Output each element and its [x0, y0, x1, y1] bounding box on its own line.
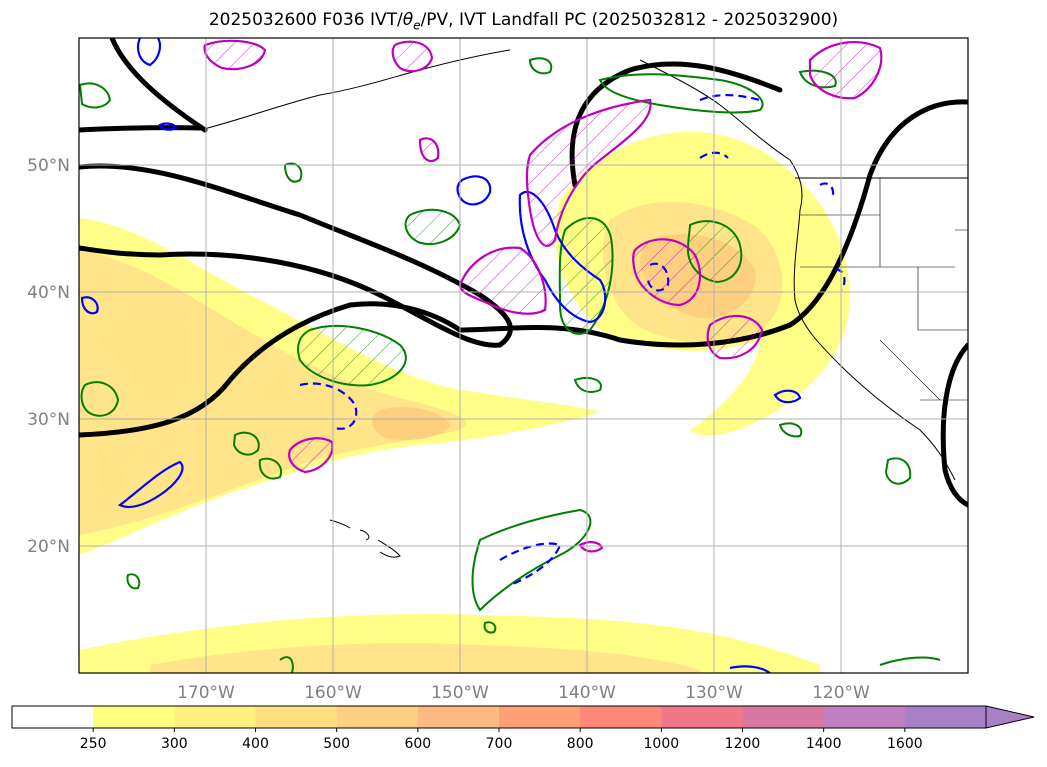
- colorbar-swatch: [499, 706, 581, 728]
- ivt-southern-band-mid: [150, 643, 700, 673]
- lon-label-140w: 140°W: [558, 683, 616, 703]
- pv-contour-south-bottom: [729, 665, 771, 673]
- title-theta: θ: [402, 10, 414, 30]
- colorbar-label: 300: [161, 736, 188, 752]
- jet-contour-southeast: [940, 342, 968, 508]
- landfall-contour-small-2: [578, 541, 604, 553]
- theta-contour-subtropical-b: [258, 457, 283, 480]
- lon-label-120w: 120°W: [812, 683, 870, 703]
- jet-contour-main: [79, 163, 513, 348]
- pv-contour-dashed-south: [499, 542, 562, 587]
- landfall-contour-subtropical: [288, 437, 334, 474]
- theta-contour-south-cluster: [471, 508, 592, 612]
- colorbar: 250 300 400 500 600 700 800 1000 1200 1400 1600: [11, 705, 1035, 752]
- lat-label-40n: 40°N: [27, 283, 70, 303]
- map-frame: [78, 37, 969, 674]
- theta-contour-west-edge: [80, 381, 120, 417]
- pv-contour-subtropical: [117, 460, 184, 509]
- theta-contour-south-1: [126, 573, 141, 590]
- theta-contour-west-mid: [404, 208, 462, 245]
- pv-contour-dashed-central: [299, 382, 358, 430]
- colorbar-swatch: [661, 706, 743, 728]
- colorbar-label: 600: [404, 736, 431, 752]
- longitude-labels: 170°W 160°W 150°W 140°W 130°W 120°W: [177, 683, 870, 703]
- lat-label-20n: 20°N: [27, 537, 70, 557]
- lat-label-50n: 50°N: [27, 156, 70, 176]
- colorbar-swatch: [12, 706, 94, 728]
- landfall-pc-contours: [203, 39, 883, 553]
- colorbar-label: 400: [242, 736, 269, 752]
- theta-contour-north-1: [528, 57, 553, 75]
- colorbar-label: 1000: [644, 736, 680, 752]
- landfall-contour-northeast: [808, 41, 883, 100]
- colorbar-extend-arrow: [985, 705, 1035, 729]
- colorbar-swatch: [336, 706, 419, 728]
- theta-contour-west-coast-low: [686, 220, 743, 284]
- map-title: 2025032600 F036 IVT/θe/PV, IVT Landfall …: [0, 10, 1047, 32]
- theta-contour-southwest: [279, 656, 294, 673]
- colorbar-label: 500: [323, 736, 350, 752]
- landfall-contour-coast-south: [706, 314, 764, 360]
- landfall-contour-trough-west: [458, 246, 547, 315]
- hawaii-islands: [329, 519, 401, 558]
- ivt-core-subtropical: [372, 407, 450, 441]
- theta-contour-southeast: [879, 656, 941, 666]
- landfall-contour-gulf: [525, 98, 652, 247]
- coastline-alaska-panhandle: [639, 59, 803, 211]
- landfall-contour-north-central: [203, 39, 267, 71]
- lat-label-30n: 30°N: [27, 410, 70, 430]
- colorbar-swatch: [93, 706, 175, 728]
- colorbar-swatch: [742, 706, 825, 728]
- graticule: [79, 38, 968, 673]
- landfall-contour-coast-low: [632, 238, 702, 307]
- colorbar-label: 1400: [806, 736, 842, 752]
- colorbar-swatch: [255, 706, 338, 728]
- theta-contour-trough: [558, 217, 614, 335]
- theta-contour-central-pacific: [297, 324, 407, 387]
- pv-contour-east: [773, 389, 802, 404]
- theta-contour-east-mid: [778, 422, 803, 438]
- title-theta-sub: e: [413, 18, 421, 33]
- pv-contour-gulf: [456, 175, 492, 206]
- theta-contour-east: [884, 457, 912, 485]
- colorbar-label: 1600: [887, 736, 923, 752]
- pv-contour-northwest-small: [158, 122, 178, 131]
- pv-contour-northwest: [136, 38, 161, 67]
- colorbar-labels: 250 300 400 500 600 700 800 1000 1200 1400 1600: [80, 728, 923, 752]
- latitude-labels: 50°N 40°N 30°N 20°N: [27, 156, 70, 557]
- pv-contour-west-edge: [80, 296, 99, 315]
- jet-contour-northwest-a: [109, 38, 208, 133]
- pv-contour-dashed-north: [699, 94, 761, 159]
- title-prefix: 2025032600 F036 IVT/: [208, 10, 403, 30]
- lon-label-130w: 130°W: [685, 683, 743, 703]
- title-suffix: /PV, IVT Landfall PC (2025032812 - 20250…: [420, 10, 839, 30]
- theta-e-contours: [79, 57, 941, 673]
- landfall-contour-north-mid: [391, 40, 434, 73]
- lon-label-150w: 150°W: [431, 683, 489, 703]
- colorbar-label: 800: [567, 736, 594, 752]
- colorbar-swatch: [823, 706, 906, 728]
- colorbar-swatches: [12, 706, 987, 728]
- theta-contour-mid-1: [283, 162, 303, 183]
- theta-contour-mid-2: [573, 377, 602, 393]
- colorbar-label: 250: [80, 736, 107, 752]
- colorbar-swatch: [580, 706, 662, 728]
- theta-contour-west-north: [79, 82, 112, 109]
- lon-label-170w: 170°W: [177, 683, 235, 703]
- colorbar-label: 1200: [725, 736, 761, 752]
- theta-contour-subtropical-a: [232, 431, 260, 456]
- jet-contour-northwest-b: [79, 125, 203, 133]
- landfall-contour-small-1: [418, 137, 440, 163]
- colorbar-swatch: [174, 706, 256, 728]
- coastline-west-us: [793, 209, 956, 481]
- lon-label-160w: 160°W: [304, 683, 362, 703]
- jet-contour-southern: [79, 99, 968, 438]
- state-borders: [800, 178, 968, 401]
- theta-contour-south-2: [483, 621, 497, 634]
- colorbar-swatch: [904, 706, 987, 728]
- colorbar-swatch: [417, 706, 500, 728]
- pv-contour-dashed-coast: [819, 182, 846, 291]
- colorbar-label: 700: [486, 736, 513, 752]
